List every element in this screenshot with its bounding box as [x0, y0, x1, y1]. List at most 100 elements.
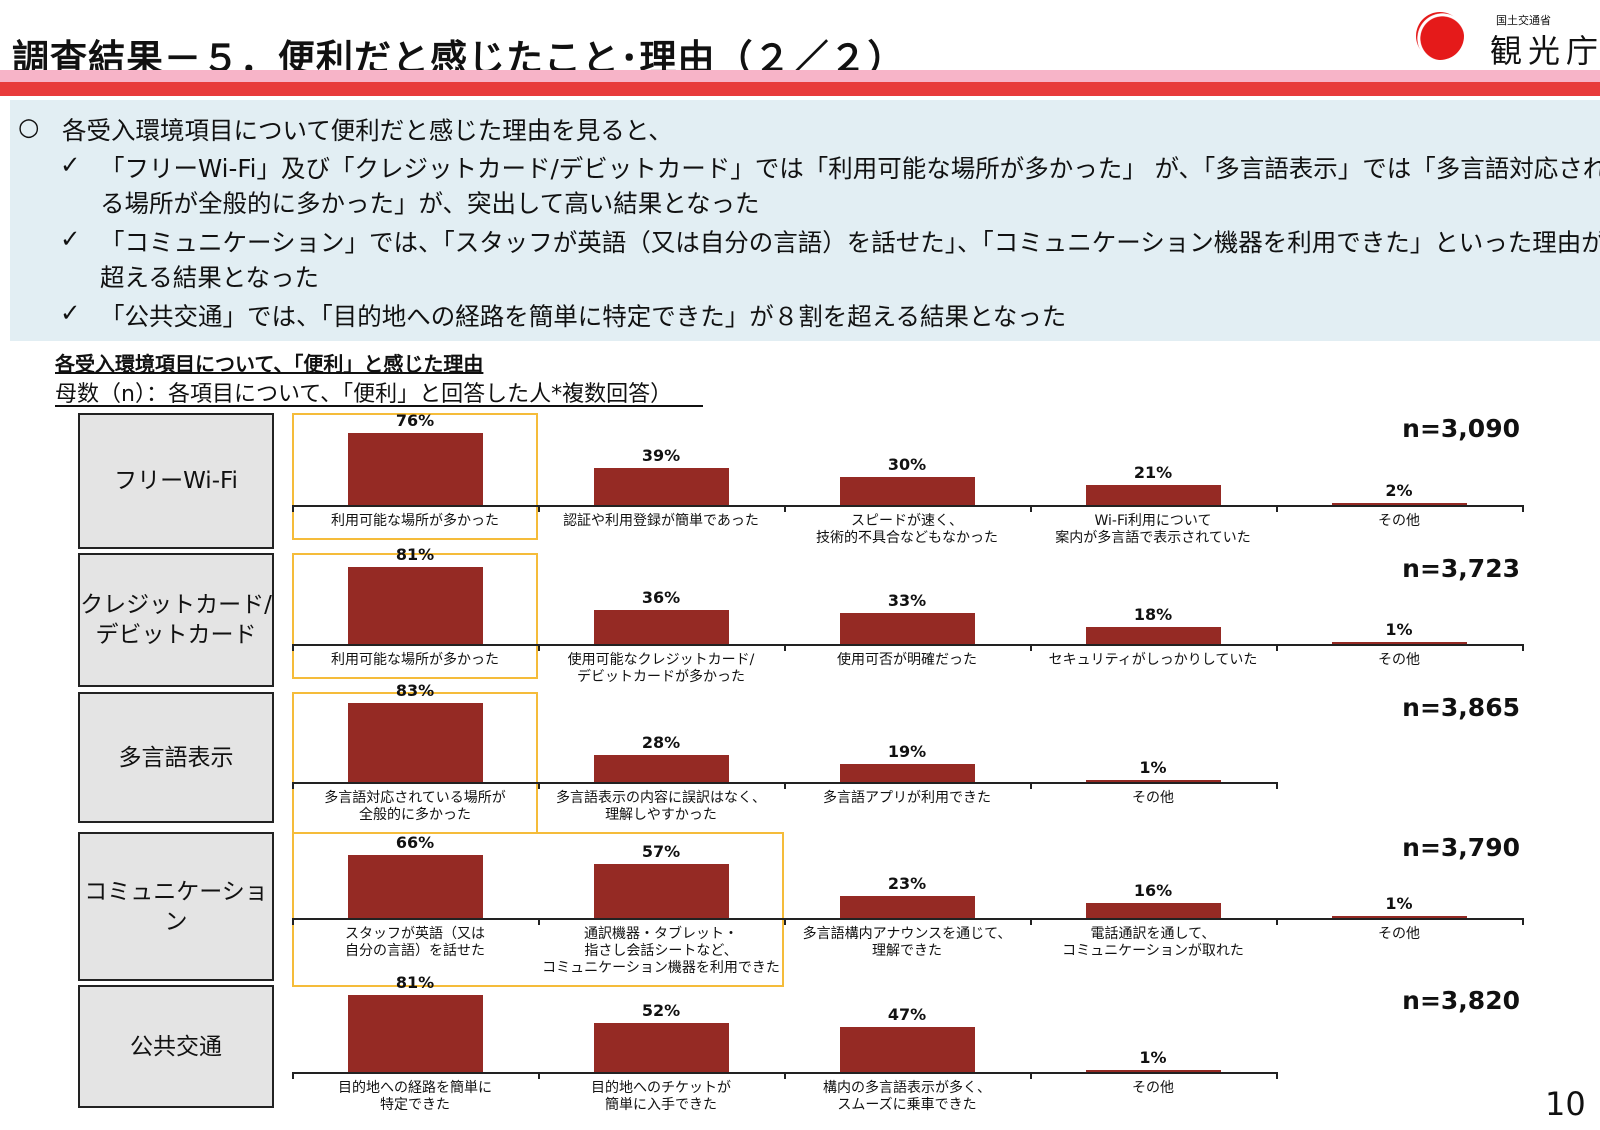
bar: [593, 609, 729, 644]
bar-category-label: Wi-Fi利用について 案内が多言語で表示されていた: [1055, 513, 1251, 546]
bar: [839, 612, 975, 644]
bar: [1085, 780, 1221, 782]
bar: [1331, 503, 1467, 505]
axis-tick: [784, 782, 786, 789]
axis-tick: [1276, 644, 1278, 651]
axis-tick: [1276, 918, 1278, 925]
bar-category-label: 利用可能な場所が多かった: [331, 652, 499, 668]
agency-logo: 国土交通省 観光庁: [1410, 8, 1600, 70]
category-label: クレジットカード/ デビットカード: [78, 553, 274, 687]
bar-category-label: その他: [1378, 926, 1420, 942]
bar: [1331, 642, 1467, 644]
bar-category-label: 多言語対応されている場所が 全般的に多かった: [324, 790, 506, 823]
bar: [839, 763, 975, 782]
header-pink-stripe: [0, 70, 1600, 82]
data-label: 33%: [887, 590, 927, 610]
check-icon: ✓: [60, 150, 81, 179]
x-axis: [292, 644, 1522, 646]
bar-category-label: 目的地へのチケットが 簡単に入手できた: [591, 1080, 731, 1113]
axis-tick: [1030, 918, 1032, 925]
data-label: 18%: [1133, 604, 1173, 624]
axis-tick: [1522, 505, 1524, 512]
axis-tick: [292, 644, 294, 651]
bar-category-label: 多言語表示の内容に誤訳はなく、 理解しやすかった: [556, 790, 766, 823]
check-icon: ✓: [60, 298, 81, 327]
sample-size: n=3,865: [1402, 693, 1520, 722]
sample-size: n=3,090: [1402, 414, 1520, 443]
bar-category-label: スタッフが英語（又は 自分の言語）を話せた: [345, 926, 485, 959]
axis-tick: [1522, 918, 1524, 925]
bar-category-label: その他: [1132, 790, 1174, 806]
circle-bullet-icon: ○: [18, 112, 40, 141]
data-label: 30%: [887, 454, 927, 474]
sun-logo-icon: [1416, 12, 1464, 60]
bar: [839, 476, 975, 505]
axis-tick: [292, 782, 294, 789]
data-label: 81%: [395, 545, 435, 565]
axis-tick: [784, 644, 786, 651]
summary-line: る場所が全般的に多かった」が、突出して高い結果となった: [100, 189, 760, 218]
category-label: 公共交通: [78, 985, 274, 1108]
x-axis: [292, 505, 1522, 507]
bar: [1085, 902, 1221, 918]
bar-category-label: スピードが速く、 技術的不具合などもなかった: [816, 513, 998, 546]
summary-line: 「フリーWi-Fi」及び「クレジットカード/デビットカード」では「利用可能な場所…: [100, 154, 1600, 183]
category-label: フリーWi-Fi: [78, 413, 274, 549]
data-label: 47%: [887, 1005, 927, 1025]
axis-tick: [784, 1072, 786, 1079]
highlight-box: [292, 832, 784, 987]
bar: [1085, 626, 1221, 644]
axis-tick: [1276, 1072, 1278, 1079]
bar: [1331, 916, 1467, 918]
bar-category-label: 電話通訳を通して、 コミュニケーションが取れた: [1062, 926, 1244, 959]
axis-tick: [538, 505, 540, 512]
bar-category-label: 目的地への経路を簡単に 特定できた: [338, 1080, 492, 1113]
bar: [839, 896, 975, 918]
bar-category-label: 利用可能な場所が多かった: [331, 513, 499, 529]
data-label: 76%: [395, 410, 435, 430]
summary-box: ○ 各受入環境項目について便利だと感じた理由を見ると、 ✓ 「フリーWi-Fi」…: [10, 100, 1600, 341]
bar: [347, 855, 483, 918]
sample-size: n=3,790: [1402, 833, 1520, 862]
chart-title: 各受入環境項目について、「便利」と感じた理由: [55, 352, 484, 376]
bar: [1085, 1070, 1221, 1072]
axis-tick: [292, 918, 294, 925]
highlight-box: [292, 413, 538, 540]
bar: [1085, 485, 1221, 505]
data-label: 19%: [887, 741, 927, 761]
axis-tick: [1522, 644, 1524, 651]
bar-category-label: 使用可能なクレジットカード/ デビットカードが多かった: [567, 652, 755, 685]
bar-category-label: 多言語アプリが利用できた: [823, 790, 991, 806]
category-label: コミュニケーション: [78, 832, 274, 981]
axis-tick: [1030, 1072, 1032, 1079]
sample-size: n=3,820: [1402, 986, 1520, 1015]
axis-tick: [1276, 505, 1278, 512]
chart-subtitle: 母数（n）：各項目について、「便利」と回答した人*複数回答）: [55, 382, 673, 407]
data-label: 2%: [1385, 481, 1413, 500]
data-label: 1%: [1385, 894, 1413, 913]
bar: [593, 755, 729, 782]
axis-tick: [538, 782, 540, 789]
data-label: 52%: [641, 1000, 681, 1020]
bar: [347, 703, 483, 782]
bar-category-label: その他: [1378, 513, 1420, 529]
highlight-box: [292, 553, 538, 679]
bar: [839, 1027, 975, 1072]
bar: [347, 995, 483, 1072]
bar-category-label: その他: [1378, 652, 1420, 668]
data-label: 39%: [641, 445, 681, 465]
page-number: 10: [1545, 1085, 1586, 1123]
summary-line: 超える結果となった: [100, 263, 320, 292]
axis-tick: [538, 644, 540, 651]
axis-tick: [1276, 782, 1278, 789]
bar-category-label: その他: [1132, 1080, 1174, 1096]
bar: [593, 863, 729, 918]
data-label: 57%: [641, 841, 681, 861]
data-label: 83%: [395, 681, 435, 701]
data-label: 66%: [395, 833, 435, 853]
category-label: 多言語表示: [78, 692, 274, 823]
summary-line: 各受入環境項目について便利だと感じた理由を見ると、: [62, 116, 673, 145]
data-label: 81%: [395, 973, 435, 993]
bar-category-label: セキュリティがしっかりしていた: [1048, 652, 1258, 668]
data-label: 21%: [1133, 463, 1173, 483]
